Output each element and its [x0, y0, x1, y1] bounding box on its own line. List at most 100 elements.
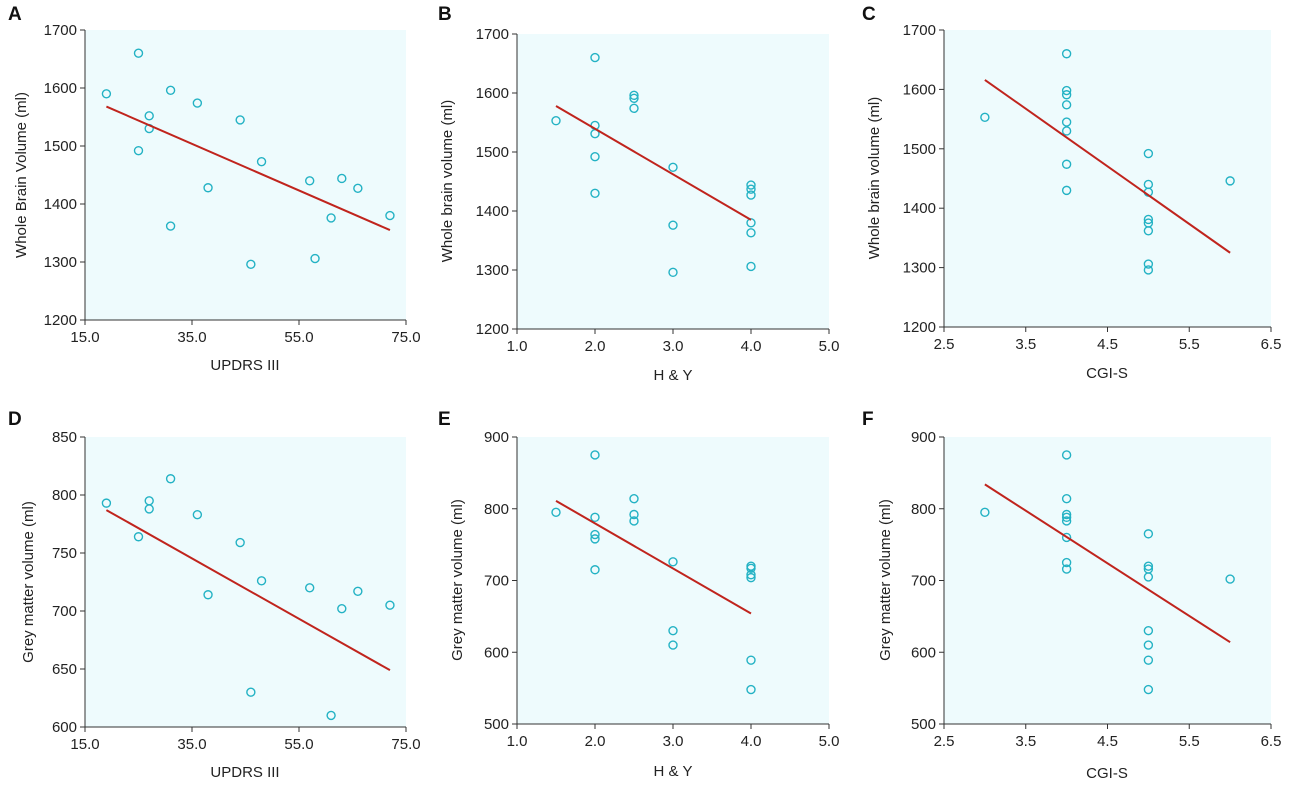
data-point [629, 494, 639, 504]
data-point [246, 259, 256, 270]
x-tick-label: 2.5 [934, 733, 955, 750]
data-point [1061, 185, 1072, 196]
data-point [1143, 265, 1154, 275]
data-point [746, 184, 756, 194]
data-point [980, 507, 990, 518]
data-point [1061, 512, 1072, 523]
data-point [1143, 259, 1154, 269]
data-point [1143, 148, 1154, 159]
data-point [144, 504, 154, 514]
data-point [1225, 176, 1235, 186]
y-tick-label: 1400 [903, 200, 936, 217]
y-tick-label: 1500 [476, 144, 509, 161]
x-tick-label: 55.0 [284, 329, 313, 346]
y-tick-label: 1200 [44, 312, 77, 329]
x-tick-label: 4.5 [1097, 336, 1118, 353]
data-point [326, 710, 336, 721]
data-point [1061, 564, 1072, 574]
data-point [1143, 529, 1154, 539]
panel-letter: A [8, 4, 22, 25]
data-point [101, 498, 112, 508]
y-axis-title: Grey matter volume (ml) [20, 501, 37, 663]
data-point [256, 156, 267, 167]
y-tick-labels: 500 600 700 800 900 [484, 429, 509, 733]
y-tick-label: 900 [911, 429, 936, 446]
x-tick-label: 4.0 [741, 338, 762, 355]
data-point [203, 590, 213, 600]
y-tick-label: 850 [52, 429, 77, 446]
data-point [165, 221, 176, 231]
data-point [353, 586, 363, 596]
data-point [746, 261, 756, 272]
y-axis-title: Whole brain volume (ml) [866, 97, 883, 260]
data-point [1143, 572, 1154, 582]
data-point [590, 188, 600, 199]
data-point [326, 213, 336, 223]
y-tick-label: 600 [484, 644, 509, 661]
data-point [1061, 494, 1072, 504]
data-point [101, 89, 112, 99]
x-tick-label: 5.5 [1179, 336, 1200, 353]
axes [512, 33, 830, 334]
data-point [746, 228, 756, 238]
x-tick-labels: 2.5 3.5 4.5 5.5 6.5 [934, 733, 1282, 750]
regression-line [984, 483, 1231, 644]
data-points [101, 474, 395, 721]
y-tick-label: 1500 [44, 138, 77, 155]
data-point [590, 52, 600, 63]
y-tick-label: 800 [484, 501, 509, 518]
y-tick-label: 700 [484, 573, 509, 590]
data-point [1061, 117, 1072, 127]
data-point [980, 112, 990, 123]
x-tick-labels: 2.5 3.5 4.5 5.5 6.5 [934, 336, 1282, 353]
data-point [165, 474, 176, 484]
y-tick-label: 800 [911, 501, 936, 518]
data-point [1061, 557, 1072, 568]
y-axis-title: Whole Brain Volume (ml) [13, 92, 30, 258]
data-point [668, 267, 678, 278]
data-point [746, 563, 756, 574]
panel-letter: E [438, 409, 451, 430]
regression-line [555, 499, 752, 615]
data-point [1143, 226, 1154, 236]
y-tick-label: 1600 [903, 81, 936, 98]
plot-area [85, 30, 406, 320]
data-point [203, 183, 213, 193]
data-point [310, 253, 320, 264]
x-tick-label: 75.0 [391, 736, 420, 753]
x-axis-title: CGI-S [1086, 765, 1128, 782]
x-tick-label: 3.5 [1015, 336, 1036, 353]
panel-d: D 15.0 35.0 55.0 75.0 600 650 700 750 800 850 UP… [8, 409, 421, 781]
data-point [192, 98, 203, 108]
data-point [305, 176, 315, 186]
data-point [192, 510, 203, 520]
data-point [133, 532, 144, 542]
y-axis-title: Grey matter volume (ml) [449, 499, 466, 661]
data-points [551, 52, 756, 278]
data-point [337, 603, 347, 614]
axes [939, 29, 1272, 332]
x-tick-label: 5.0 [819, 338, 840, 355]
plot-area [517, 34, 829, 329]
regression-line [105, 509, 391, 672]
regression-line [984, 79, 1231, 254]
x-axis-title: UPDRS III [210, 764, 279, 781]
y-tick-label: 650 [52, 661, 77, 678]
data-point [668, 162, 678, 173]
x-axis-title: UPDRS III [210, 357, 279, 374]
data-point [746, 684, 756, 695]
data-point [353, 183, 363, 194]
data-point [668, 220, 678, 230]
data-point [551, 507, 561, 518]
data-point [590, 529, 600, 540]
data-point [144, 111, 154, 121]
x-tick-labels: 1.0 2.0 3.0 4.0 5.0 [507, 733, 840, 750]
x-tick-label: 15.0 [70, 329, 99, 346]
data-point [590, 450, 600, 460]
y-tick-label: 700 [52, 603, 77, 620]
data-point [385, 210, 395, 221]
y-tick-labels: 1200 1300 1400 1500 1600 1700 [44, 22, 77, 329]
x-tick-label: 35.0 [177, 329, 206, 346]
plot-area [85, 437, 406, 727]
